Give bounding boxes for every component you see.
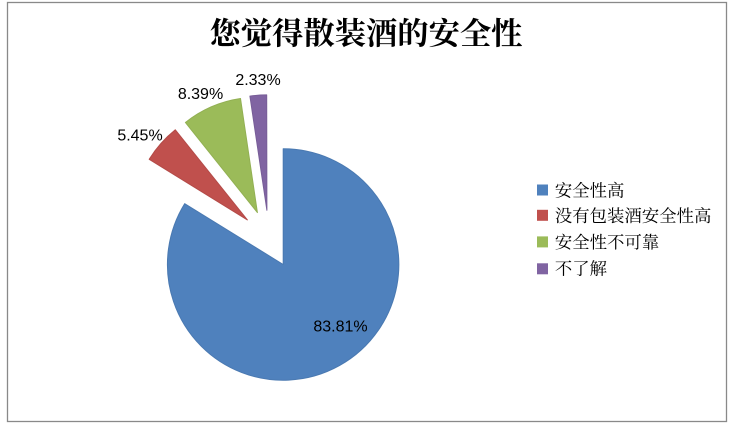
svg-text:83.81%: 83.81% bbox=[313, 319, 367, 336]
svg-text:5.45%: 5.45% bbox=[117, 127, 162, 144]
svg-text:8.39%: 8.39% bbox=[178, 86, 223, 103]
svg-text:2.33%: 2.33% bbox=[235, 72, 280, 89]
